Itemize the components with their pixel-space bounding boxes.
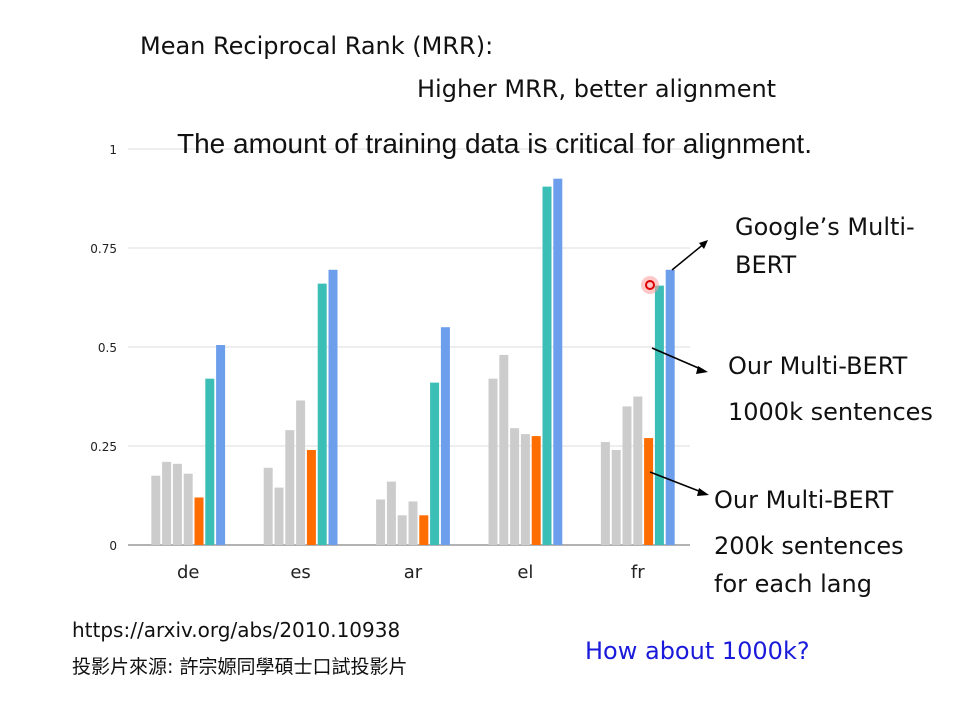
bar-ar-4 (419, 515, 429, 545)
annotation-line: 1000k sentences (728, 398, 933, 426)
bar-fr-4 (644, 438, 654, 545)
bar-es-1 (274, 487, 284, 545)
x-tick-label: es (290, 562, 310, 583)
bar-fr-2 (622, 406, 632, 545)
bar-es-4 (306, 449, 316, 545)
bar-fr-5 (654, 285, 664, 545)
annotation-google-multibert: Google’s Multi- BERT (735, 208, 915, 284)
annotation-line: Our Multi-BERT (714, 486, 894, 514)
annotation-line: BERT (735, 251, 797, 279)
bar-ar-2 (397, 515, 407, 545)
bar-fr-0 (600, 442, 610, 545)
annotation-line: for each lang (714, 570, 872, 598)
annotation-line: 200k sentences (714, 532, 904, 560)
bar-de-2 (172, 463, 182, 545)
x-tick-label: de (177, 562, 200, 583)
bar-el-0 (488, 378, 498, 545)
bar-ar-3 (408, 501, 418, 545)
question-text: How about 1000k? (585, 637, 810, 665)
annotation-line: Google’s Multi- (735, 213, 915, 241)
x-tick-label: ar (404, 562, 423, 583)
y-tick-label: 0.5 (98, 341, 117, 355)
annotation-our-200k: Our Multi-BERT 200k sentences for each l… (714, 477, 904, 599)
bar-fr-3 (633, 396, 643, 545)
y-tick-label: 0 (109, 539, 117, 553)
bar-el-6 (553, 178, 563, 545)
x-tick-label: el (517, 562, 533, 583)
bar-de-5 (205, 378, 215, 545)
bar-de-0 (151, 475, 161, 545)
bar-de-1 (162, 461, 172, 545)
arrow-google-head (699, 240, 708, 249)
x-tick-label: fr (631, 562, 645, 583)
bar-fr-6 (665, 269, 675, 545)
bar-fr-1 (611, 449, 621, 545)
bar-de-6 (216, 345, 226, 545)
bar-es-3 (296, 400, 306, 545)
bar-de-3 (183, 473, 193, 545)
bar-ar-6 (440, 327, 450, 545)
annotation-line: Our Multi-BERT (728, 352, 908, 380)
slide-title: Mean Reciprocal Rank (MRR): (140, 32, 494, 60)
bar-es-5 (317, 283, 327, 545)
slide-source-note: 投影片來源: 許宗嫄同學碩士口試投影片 (72, 656, 408, 678)
y-tick-label: 0.75 (90, 242, 117, 256)
bar-el-3 (520, 434, 530, 545)
bar-es-0 (263, 467, 273, 545)
arrow-our-200k-head (697, 488, 709, 496)
bar-el-2 (510, 428, 520, 545)
bar-es-6 (328, 269, 338, 545)
cursor-icon (645, 280, 655, 290)
bar-ar-5 (430, 382, 440, 545)
bar-el-1 (499, 354, 509, 545)
slide-subtitle: Higher MRR, better alignment (417, 75, 777, 103)
cursor-halo (641, 276, 659, 294)
bar-ar-0 (376, 499, 386, 545)
arrow-google (671, 242, 706, 271)
arrow-our-200k (649, 471, 705, 494)
bar-es-2 (285, 430, 295, 545)
arrow-our-1000k (651, 347, 704, 371)
slide-headline: The amount of training data is critical … (177, 128, 812, 159)
arrow-our-1000k-head (696, 366, 708, 374)
y-tick-label: 0.25 (90, 440, 117, 454)
annotation-our-1000k: Our Multi-BERT 1000k sentences (728, 343, 933, 435)
reference-link[interactable]: https://arxiv.org/abs/2010.10938 (72, 618, 401, 642)
y-tick-label: 1 (109, 143, 117, 157)
bar-ar-1 (386, 481, 396, 545)
bar-el-4 (531, 436, 541, 545)
bar-el-5 (542, 186, 552, 545)
bar-de-4 (194, 497, 204, 545)
